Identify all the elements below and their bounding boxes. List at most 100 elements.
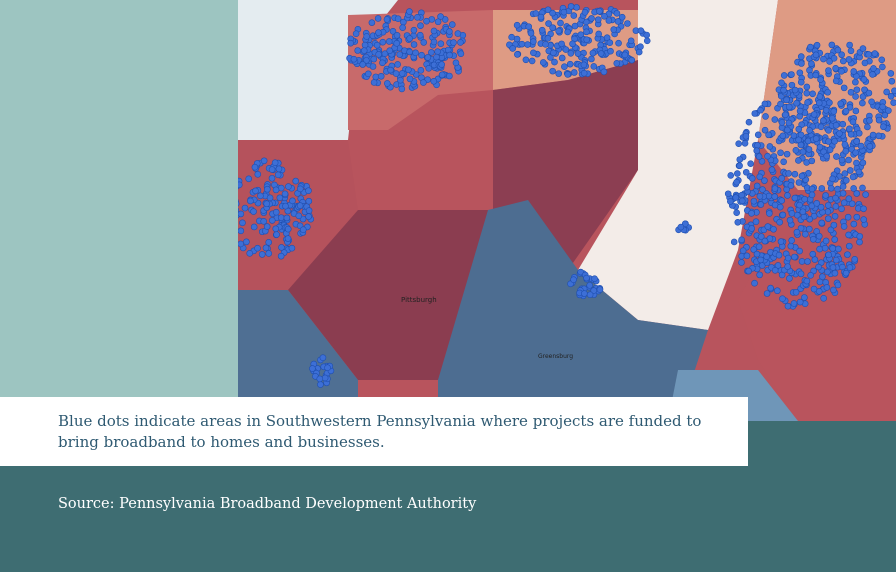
broadband-dot [791, 253, 798, 261]
broadband-dot [530, 49, 537, 57]
broadband-dot [747, 160, 754, 167]
broadband-dot [785, 119, 793, 127]
broadband-dot [370, 79, 378, 86]
broadband-dot [805, 225, 813, 233]
broadband-dot [238, 201, 240, 207]
broadband-dot [564, 71, 572, 78]
broadband-dot [855, 129, 863, 137]
broadband-dot [832, 65, 839, 72]
broadband-dot [596, 286, 604, 293]
broadband-dot [724, 190, 732, 198]
broadband-dot [385, 38, 393, 45]
broadband-dot [373, 41, 381, 49]
broadband-dot [783, 96, 790, 104]
broadband-dot [628, 56, 636, 64]
broadband-dot [601, 12, 608, 20]
broadband-dot [842, 269, 850, 277]
broadband-dot [375, 51, 382, 58]
broadband-dot [819, 273, 826, 281]
broadband-dot [363, 57, 370, 64]
broadband-dot [417, 67, 425, 74]
broadband-dot [283, 214, 291, 222]
broadband-dot [274, 171, 282, 179]
broadband-dot [738, 197, 746, 205]
broadband-dot [262, 244, 270, 252]
broadband-dot [821, 244, 829, 252]
broadband-dot [452, 59, 460, 67]
broadband-dot [783, 150, 791, 158]
broadband-dot [317, 381, 324, 388]
broadband-dot [544, 35, 552, 42]
source: Source: Pennsylvania Broadband Developme… [58, 496, 477, 512]
broadband-dot [727, 172, 735, 179]
region-maroon [288, 210, 488, 380]
broadband-dot [870, 65, 877, 72]
caption: Blue dots indicate areas in Southwestern… [0, 397, 748, 466]
broadband-dot [399, 24, 406, 31]
broadband-dot [834, 185, 841, 193]
broadband-dot [406, 75, 414, 83]
broadband-dot [566, 60, 574, 68]
broadband-dot [793, 228, 801, 236]
broadband-dot [860, 216, 868, 223]
broadband-dot [813, 200, 821, 207]
broadband-dot [776, 218, 783, 226]
broadband-dot [855, 168, 863, 176]
broadband-dot [756, 271, 763, 279]
broadband-dot [838, 51, 845, 59]
map: Pittsburgh Greensburg [238, 0, 896, 421]
broadband-dot [398, 70, 406, 77]
broadband-dot [771, 267, 779, 274]
broadband-dot [246, 250, 254, 257]
broadband-dot [834, 281, 842, 289]
broadband-dot [278, 244, 285, 251]
broadband-dot [778, 119, 786, 126]
broadband-dot [438, 71, 446, 79]
broadband-dot [865, 51, 872, 58]
broadband-dot [544, 6, 552, 14]
broadband-dot [822, 192, 829, 199]
broadband-dot [277, 214, 285, 221]
broadband-dot [822, 237, 830, 245]
broadband-dot [846, 125, 853, 133]
broadband-dot [590, 63, 598, 70]
broadband-dot [369, 63, 377, 70]
broadband-dot [839, 120, 847, 128]
broadband-dot [813, 41, 821, 49]
broadband-dot [570, 69, 578, 76]
broadband-dot [853, 86, 861, 94]
broadband-dot [797, 270, 805, 278]
broadband-dot [738, 236, 745, 244]
broadband-dot [864, 123, 871, 131]
broadband-dot [822, 107, 830, 114]
broadband-dot [525, 23, 533, 30]
broadband-dot [859, 99, 866, 107]
broadband-dot [627, 37, 635, 45]
broadband-dot [748, 175, 756, 182]
broadband-dot [865, 89, 873, 97]
broadband-dot [860, 76, 868, 83]
broadband-dot [446, 72, 453, 80]
broadband-dot [815, 99, 823, 107]
broadband-dot [792, 288, 800, 296]
broadband-dot [522, 56, 530, 64]
broadband-dot [784, 254, 792, 262]
broadband-dot [730, 238, 738, 246]
broadband-dot [514, 51, 521, 58]
broadband-dot [398, 85, 406, 93]
broadband-dot [759, 186, 766, 193]
broadband-dot [758, 157, 766, 165]
broadband-dot [581, 9, 589, 16]
broadband-dot [770, 225, 777, 233]
broadband-dot [829, 175, 836, 183]
broadband-dot [745, 118, 753, 126]
broadband-dot [827, 184, 835, 192]
broadband-dot [296, 185, 304, 193]
broadband-dot [826, 146, 834, 154]
broadband-dot [733, 178, 740, 186]
broadband-dot [784, 302, 792, 310]
broadband-dot [368, 19, 376, 26]
broadband-dot [410, 41, 418, 48]
broadband-dot [765, 131, 772, 139]
broadband-dot [820, 117, 827, 124]
